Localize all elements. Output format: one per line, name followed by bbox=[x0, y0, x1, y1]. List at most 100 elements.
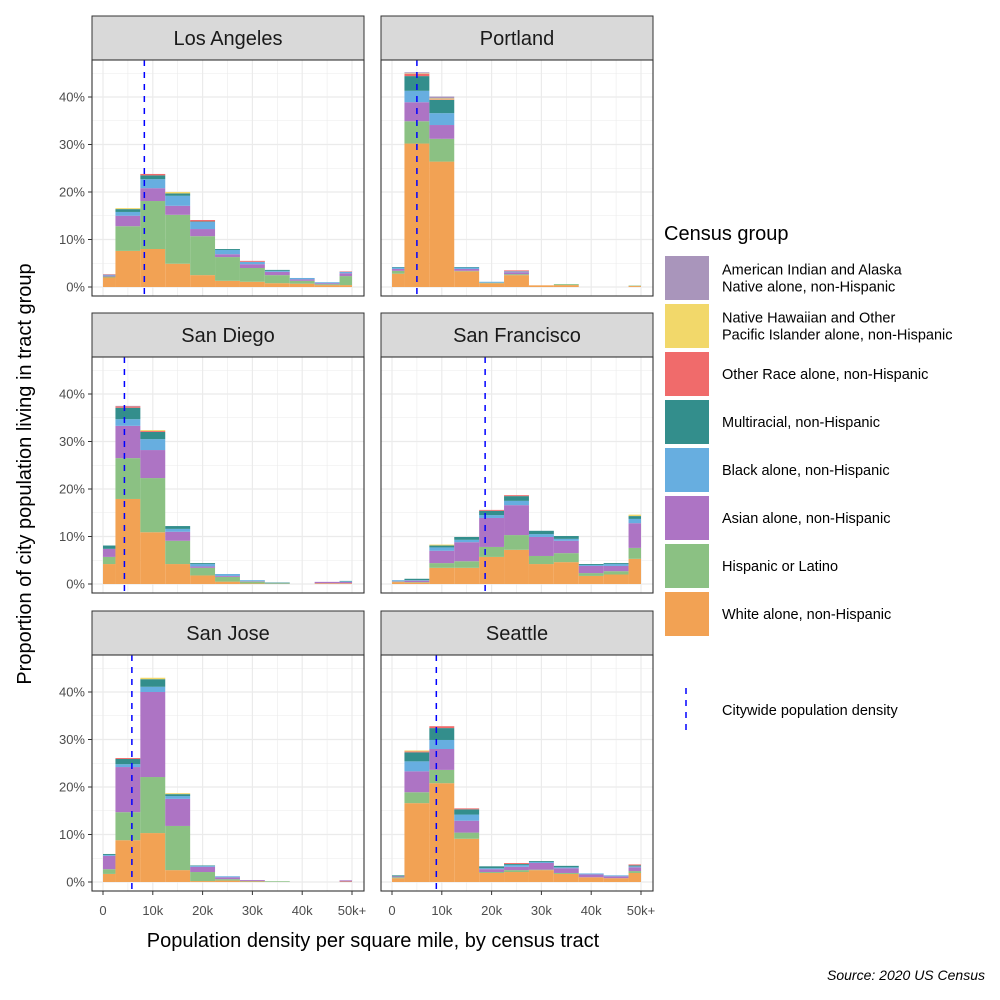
bar-segment bbox=[115, 211, 141, 216]
bar-segment bbox=[454, 838, 480, 882]
bar-segment bbox=[454, 832, 480, 839]
facet-san-jose: San Jose 0% 10% 20% 30% 40% 0 10k 20k 30k 40k 50k+ bbox=[59, 610, 366, 918]
bar-segment bbox=[528, 555, 554, 565]
legend-swatch bbox=[665, 256, 709, 300]
bar-segment bbox=[479, 283, 505, 287]
bar-segment bbox=[215, 576, 240, 582]
bar-segment bbox=[479, 509, 505, 511]
legend-label: Native alone, non-Hispanic bbox=[722, 280, 895, 296]
bar-segment bbox=[264, 275, 290, 284]
bar-segment bbox=[404, 771, 430, 793]
bar-segment bbox=[115, 764, 141, 768]
bar-segment bbox=[190, 236, 216, 276]
bar-segment bbox=[103, 854, 116, 856]
bar-segment bbox=[504, 863, 529, 864]
bar-segment bbox=[553, 285, 579, 287]
bar-segment bbox=[504, 505, 529, 536]
bar-segment bbox=[479, 510, 505, 516]
x-tick-label: 30k bbox=[242, 903, 263, 918]
bar-segment bbox=[103, 853, 116, 855]
bar-segment bbox=[628, 523, 641, 548]
legend-label: Multiracial, non-Hispanic bbox=[722, 415, 880, 431]
legend-item: Hispanic or Latino bbox=[665, 544, 838, 588]
bar-segment bbox=[429, 783, 455, 882]
bar-segment bbox=[628, 871, 641, 873]
bar-segment bbox=[429, 739, 455, 749]
bar-segment bbox=[140, 677, 166, 680]
bar-segment bbox=[339, 285, 352, 287]
bar-segment bbox=[339, 276, 352, 286]
bar-segment bbox=[264, 269, 290, 271]
bar-segment bbox=[504, 270, 529, 272]
bar-segment bbox=[528, 285, 554, 287]
bar-segment bbox=[454, 542, 480, 562]
bar-segment bbox=[603, 571, 629, 575]
x-tick-label: 50k+ bbox=[627, 903, 656, 918]
bar-segment bbox=[479, 517, 505, 547]
bar-segment bbox=[239, 264, 265, 268]
bar-segment bbox=[603, 565, 629, 572]
bar-segment bbox=[504, 271, 529, 273]
bar-segment bbox=[479, 872, 505, 882]
legend-item: Asian alone, non-Hispanic bbox=[665, 496, 890, 540]
bar-segment bbox=[190, 566, 216, 568]
legend-item-density: Citywide population density bbox=[685, 688, 898, 732]
bar-segment bbox=[504, 535, 529, 550]
bar-segment bbox=[553, 562, 579, 584]
bar-segment bbox=[103, 277, 116, 287]
legend-label: Native Hawaiian and Other bbox=[722, 311, 895, 327]
bar-segment bbox=[404, 578, 430, 581]
bar-segment bbox=[628, 518, 641, 524]
bar-segment bbox=[429, 125, 455, 139]
bar-segment bbox=[404, 752, 430, 762]
panel-border bbox=[380, 59, 654, 297]
bar-segment bbox=[429, 545, 455, 548]
facet-strip bbox=[91, 312, 365, 358]
bar-segment bbox=[103, 564, 116, 584]
legend-label: White alone, non-Hispanic bbox=[722, 607, 891, 623]
bar-segment bbox=[553, 536, 579, 539]
bar-segment bbox=[603, 563, 629, 565]
legend-item: Black alone, non-Hispanic bbox=[665, 448, 890, 492]
facet-title: San Diego bbox=[181, 325, 274, 347]
bar-segment bbox=[264, 582, 290, 584]
bar-segment bbox=[239, 281, 265, 287]
bar-segment bbox=[215, 877, 240, 880]
bar-segment bbox=[504, 872, 529, 882]
bar-segment bbox=[215, 254, 240, 258]
y-tick-label: 30% bbox=[59, 137, 85, 152]
bar-segment bbox=[429, 563, 455, 568]
bar-segment bbox=[339, 581, 352, 584]
bar-segment bbox=[314, 284, 340, 286]
bar-segment bbox=[215, 257, 240, 281]
bar-segment bbox=[553, 538, 579, 541]
bar-segment bbox=[404, 761, 430, 772]
bar-segment bbox=[578, 564, 604, 565]
bar-segment bbox=[479, 869, 505, 873]
panel-border bbox=[380, 356, 654, 594]
bar-segment bbox=[140, 686, 166, 692]
bar-segment bbox=[140, 833, 166, 882]
bar-segment bbox=[140, 478, 166, 533]
bar-segment bbox=[103, 855, 116, 870]
y-tick-label: 40% bbox=[59, 90, 85, 105]
bar-segment bbox=[215, 249, 240, 255]
bar-segment bbox=[392, 267, 405, 269]
bar-segment bbox=[140, 432, 166, 440]
bar-segment bbox=[115, 215, 141, 227]
bar-segment bbox=[165, 263, 191, 287]
panel-border bbox=[91, 59, 365, 297]
bar-segment bbox=[239, 268, 265, 282]
legend-label: Asian alone, non-Hispanic bbox=[722, 511, 890, 527]
bar-segment bbox=[404, 582, 430, 584]
bar-segment bbox=[165, 205, 191, 215]
legend-swatch bbox=[665, 544, 709, 588]
bar-segment bbox=[190, 881, 216, 882]
bar-segment bbox=[264, 270, 290, 272]
bar-segment bbox=[264, 283, 290, 287]
facet-san-diego: San Diego 0% 10% 20% 30% 40% bbox=[59, 312, 365, 594]
bar-segment bbox=[392, 877, 405, 879]
bar-segment bbox=[215, 879, 240, 881]
bar-segment bbox=[504, 866, 529, 871]
